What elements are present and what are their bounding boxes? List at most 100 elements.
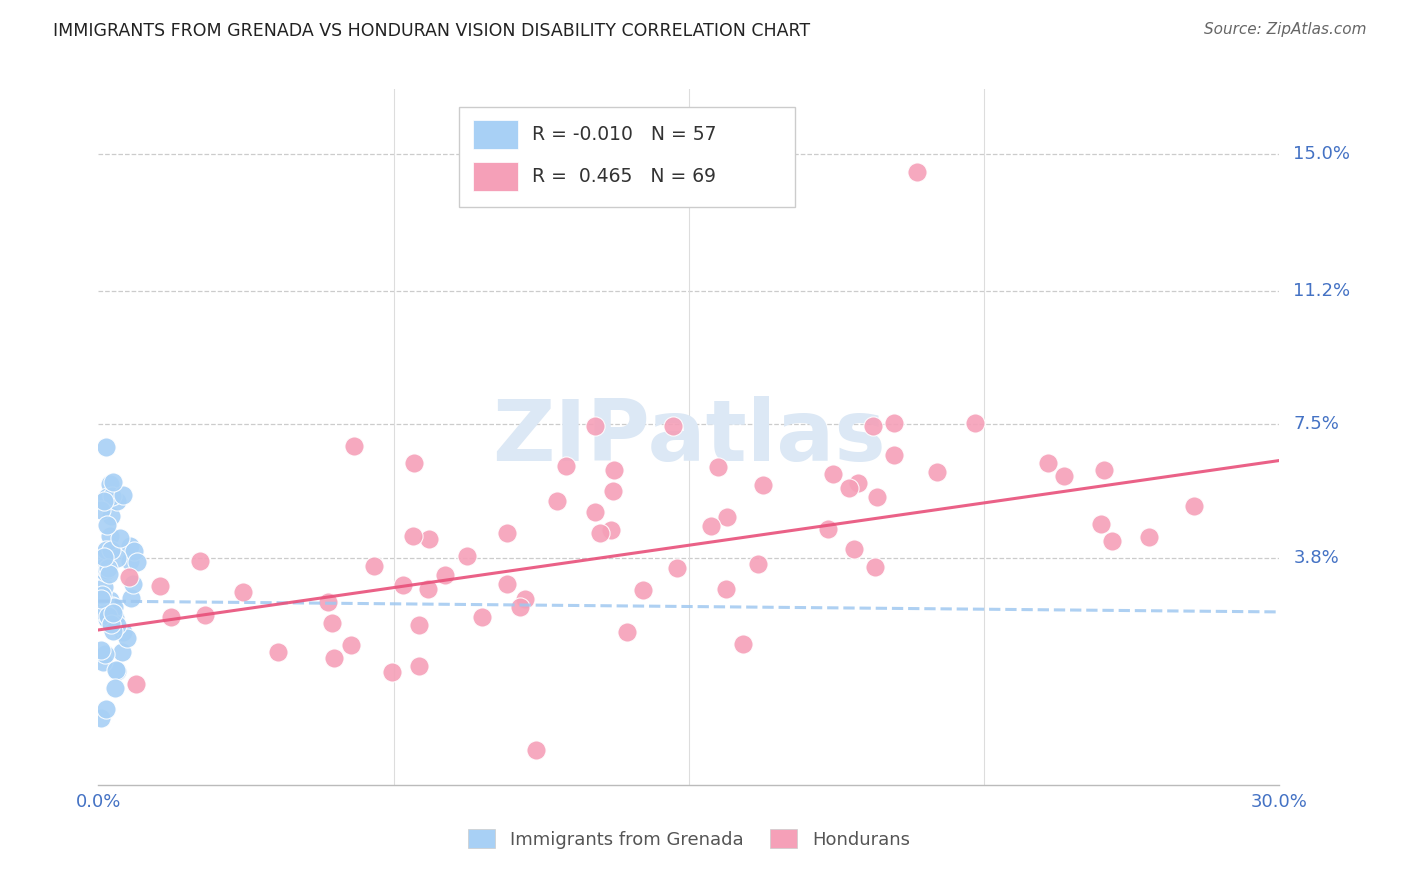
Point	[93, 494, 115, 508]
Point	[120, 554, 142, 568]
Point	[101, 475, 124, 490]
Point	[555, 458, 578, 473]
Point	[122, 544, 145, 558]
Point	[381, 665, 404, 679]
Point	[97, 567, 120, 582]
Point	[716, 510, 738, 524]
Point	[111, 645, 134, 659]
Point	[631, 583, 654, 598]
Point	[194, 607, 217, 622]
Point	[90, 502, 112, 516]
Point	[1053, 469, 1076, 483]
Point	[747, 557, 769, 571]
Point	[105, 493, 128, 508]
Point	[666, 560, 689, 574]
Point	[125, 677, 148, 691]
Point	[91, 655, 114, 669]
Legend: Immigrants from Grenada, Hondurans: Immigrants from Grenada, Hondurans	[461, 822, 917, 856]
Point	[496, 526, 519, 541]
Point	[927, 465, 949, 479]
Point	[863, 559, 886, 574]
Text: 3.8%: 3.8%	[1294, 549, 1339, 566]
Point	[96, 612, 118, 626]
Point	[104, 611, 127, 625]
Point	[100, 616, 122, 631]
Point	[101, 599, 124, 614]
Point	[117, 631, 139, 645]
Point	[616, 624, 638, 639]
Point	[118, 539, 141, 553]
Point	[103, 624, 125, 638]
Point	[433, 568, 456, 582]
Point	[103, 600, 125, 615]
Point	[125, 555, 148, 569]
Point	[96, 563, 118, 577]
Point	[700, 519, 723, 533]
Point	[363, 558, 385, 573]
Point	[96, 440, 118, 454]
Point	[90, 591, 112, 606]
Point	[524, 743, 547, 757]
Point	[94, 543, 117, 558]
Point	[509, 599, 531, 614]
Point	[98, 476, 121, 491]
Point	[603, 462, 626, 476]
Point	[103, 606, 125, 620]
Point	[97, 609, 120, 624]
Text: 7.5%: 7.5%	[1294, 416, 1340, 434]
Point	[98, 593, 121, 607]
Point	[94, 607, 117, 621]
Point	[714, 582, 737, 596]
Point	[513, 592, 536, 607]
Point	[103, 599, 125, 614]
Point	[883, 417, 905, 431]
Point	[98, 529, 121, 543]
Point	[93, 560, 115, 574]
FancyBboxPatch shape	[472, 161, 517, 191]
Text: 11.2%: 11.2%	[1294, 282, 1351, 300]
Point	[96, 605, 118, 619]
Point	[471, 610, 494, 624]
Point	[1036, 457, 1059, 471]
Point	[707, 459, 730, 474]
Point	[546, 494, 568, 508]
Point	[111, 488, 134, 502]
Text: R =  0.465   N = 69: R = 0.465 N = 69	[531, 167, 716, 186]
Point	[108, 531, 131, 545]
Point	[416, 582, 439, 596]
Point	[94, 647, 117, 661]
Point	[160, 610, 183, 624]
Point	[104, 681, 127, 695]
Point	[662, 419, 685, 434]
Point	[100, 489, 122, 503]
Point	[402, 529, 425, 543]
Text: ZIPatlas: ZIPatlas	[492, 395, 886, 479]
Point	[838, 482, 860, 496]
Point	[883, 448, 905, 462]
Point	[402, 456, 425, 470]
Point	[316, 595, 339, 609]
Point	[96, 490, 118, 504]
Point	[583, 505, 606, 519]
Point	[93, 550, 115, 565]
Point	[111, 625, 134, 640]
Point	[583, 419, 606, 434]
Point	[866, 490, 889, 504]
Point	[118, 569, 141, 583]
Point	[321, 616, 343, 631]
Point	[97, 607, 120, 621]
Point	[842, 541, 865, 556]
Point	[408, 617, 430, 632]
Point	[149, 578, 172, 592]
Point	[1137, 530, 1160, 544]
Point	[752, 477, 775, 491]
Point	[96, 518, 118, 533]
Point	[339, 638, 361, 652]
Point	[862, 418, 884, 433]
Point	[848, 476, 870, 491]
Point	[93, 593, 115, 607]
Point	[90, 710, 112, 724]
Point	[105, 551, 128, 566]
Point	[1182, 499, 1205, 513]
Point	[1101, 534, 1123, 549]
